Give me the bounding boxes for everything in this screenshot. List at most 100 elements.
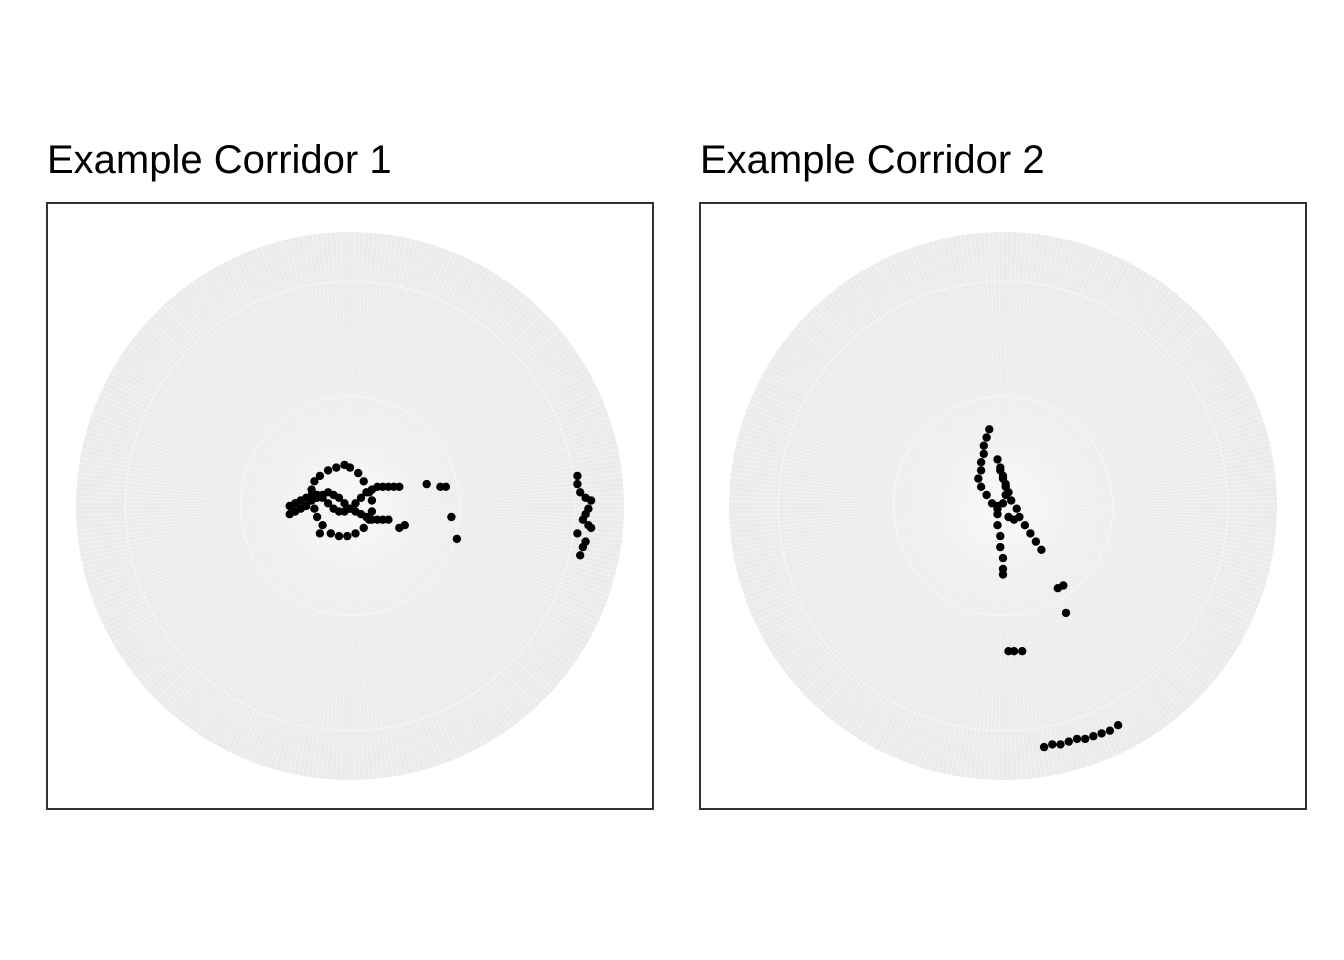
radial-gridline bbox=[221, 505, 351, 749]
radial-gridline bbox=[283, 240, 351, 507]
radial-gridline bbox=[349, 505, 624, 512]
radial-gridline bbox=[918, 245, 1004, 507]
radial-gridline bbox=[758, 505, 1004, 631]
radial-gridline bbox=[841, 505, 1004, 728]
radial-gridline bbox=[212, 505, 351, 744]
radial-gridline bbox=[288, 238, 351, 507]
radial-gridline bbox=[92, 412, 351, 507]
radial-gridline bbox=[1002, 243, 1084, 507]
radial-gridline bbox=[349, 505, 379, 779]
radial-gridline bbox=[1002, 505, 1261, 600]
radial-gridline bbox=[349, 505, 599, 623]
radial-gridline bbox=[292, 505, 351, 775]
radial-gridline bbox=[107, 377, 351, 507]
radial-gridline bbox=[349, 240, 417, 507]
radial-gridline bbox=[1002, 416, 1263, 507]
radial-gridline bbox=[1002, 237, 1061, 507]
radial-gridline bbox=[895, 505, 1004, 759]
radial-gridline bbox=[349, 233, 375, 507]
radial-gridline bbox=[349, 505, 512, 728]
radial-gridline bbox=[789, 505, 1004, 679]
radial-gridline bbox=[730, 481, 1004, 507]
radial-gridline bbox=[349, 292, 523, 507]
radial-gridline bbox=[349, 243, 431, 507]
radial-gridline bbox=[1002, 448, 1272, 507]
radial-gridline bbox=[783, 505, 1004, 672]
radial-gridline bbox=[941, 238, 1004, 507]
radial-gridline bbox=[316, 505, 351, 778]
radial-gridline bbox=[306, 235, 351, 507]
radial-gridline bbox=[737, 505, 1004, 573]
radial-gridline bbox=[1002, 505, 1120, 755]
radial-gridline bbox=[799, 322, 1004, 507]
radial-gridline bbox=[845, 505, 1004, 731]
data-point bbox=[340, 499, 349, 508]
radial-gridline bbox=[1002, 505, 1141, 744]
radial-gridline bbox=[349, 448, 619, 507]
radial-gridline bbox=[1002, 263, 1132, 507]
radial-gridline bbox=[1002, 444, 1271, 507]
radial-gridline bbox=[122, 505, 351, 660]
radial-gridline bbox=[188, 505, 351, 728]
radial-gridline bbox=[1002, 281, 1161, 507]
data-point bbox=[326, 529, 335, 538]
radial-gridline bbox=[1002, 425, 1266, 507]
radial-gridline bbox=[1002, 505, 1084, 769]
panel-title-1: Example Corridor 1 bbox=[47, 138, 392, 182]
radial-gridline bbox=[729, 491, 1004, 507]
radial-gridline bbox=[1002, 505, 1051, 776]
radial-gridline bbox=[181, 289, 351, 507]
radial-gridline bbox=[349, 505, 583, 652]
radial-gridline bbox=[1002, 232, 1023, 507]
data-point bbox=[367, 507, 377, 516]
radial-gridline bbox=[760, 505, 1004, 635]
radial-gridline bbox=[87, 425, 351, 507]
ring-gridline-1 bbox=[892, 395, 1114, 617]
radial-gridline bbox=[1002, 389, 1252, 507]
radial-gridline bbox=[1002, 505, 1157, 734]
radial-gridline bbox=[1002, 270, 1145, 507]
ring-gridline-2 bbox=[124, 280, 576, 732]
data-point bbox=[1089, 732, 1098, 741]
data-point bbox=[302, 501, 311, 511]
data-point bbox=[578, 515, 588, 524]
radial-gridline bbox=[265, 245, 351, 507]
radial-gridline bbox=[1002, 261, 1128, 507]
radial-gridline bbox=[853, 505, 1004, 736]
radial-gridline bbox=[278, 241, 351, 507]
radial-gridline bbox=[775, 352, 1004, 507]
radial-gridline bbox=[349, 232, 365, 507]
radial-gridline bbox=[1002, 505, 1061, 775]
radial-gridline bbox=[1002, 232, 1013, 507]
radial-gridline bbox=[349, 505, 605, 609]
data-point bbox=[318, 493, 327, 502]
radial-gridline bbox=[927, 242, 1004, 507]
radial-gridline bbox=[1002, 356, 1233, 507]
radial-gridline bbox=[349, 505, 375, 779]
radial-gridline bbox=[1002, 505, 1276, 531]
radial-gridline bbox=[349, 245, 435, 507]
radial-gridline bbox=[731, 505, 1004, 545]
radial-gridline bbox=[1002, 302, 1187, 507]
radial-gridline bbox=[1002, 381, 1248, 507]
radial-gridline bbox=[819, 505, 1004, 710]
radial-gridline bbox=[1002, 505, 1277, 512]
radial-gridline bbox=[105, 381, 351, 507]
radial-gridline bbox=[743, 505, 1004, 596]
radial-gridline bbox=[349, 238, 412, 507]
radial-gridline bbox=[349, 236, 398, 507]
data-point bbox=[1018, 647, 1027, 656]
data-points bbox=[285, 460, 596, 560]
data-point bbox=[993, 521, 1002, 530]
data-point bbox=[993, 510, 1002, 519]
radial-gridline bbox=[349, 360, 583, 507]
radial-gridline bbox=[826, 505, 1004, 717]
radial-gridline bbox=[737, 439, 1004, 507]
data-point bbox=[452, 534, 462, 544]
radial-gridline bbox=[1002, 278, 1157, 507]
radial-gridline bbox=[349, 505, 453, 761]
radial-gridline bbox=[349, 505, 530, 713]
data-point bbox=[310, 504, 319, 513]
radial-gridline bbox=[754, 505, 1004, 623]
radial-gridline bbox=[92, 505, 351, 600]
